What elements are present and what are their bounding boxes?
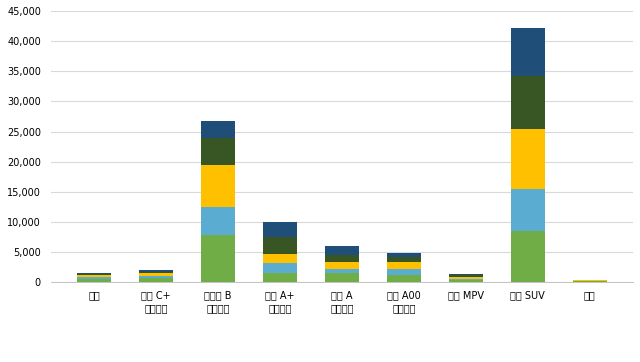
Bar — [77, 277, 111, 279]
Bar — [511, 28, 545, 76]
Bar — [387, 269, 421, 275]
Bar — [449, 279, 483, 280]
Bar — [511, 231, 545, 282]
Bar — [77, 279, 111, 282]
Bar — [325, 245, 359, 254]
Bar — [201, 165, 235, 207]
Bar — [139, 276, 173, 278]
Bar — [263, 237, 297, 254]
Bar — [325, 254, 359, 262]
Bar — [449, 277, 483, 279]
Bar — [325, 273, 359, 282]
Bar — [139, 278, 173, 282]
Bar — [263, 273, 297, 282]
Bar — [139, 272, 173, 273]
Bar — [573, 279, 607, 280]
Bar — [511, 189, 545, 231]
Bar — [511, 129, 545, 189]
Bar — [573, 281, 607, 282]
Bar — [325, 262, 359, 269]
Bar — [201, 138, 235, 165]
Bar — [77, 274, 111, 275]
Bar — [201, 121, 235, 138]
Bar — [263, 263, 297, 273]
Bar — [201, 207, 235, 235]
Bar — [573, 280, 607, 281]
Bar — [139, 270, 173, 272]
Bar — [387, 257, 421, 262]
Bar — [77, 275, 111, 277]
Bar — [449, 275, 483, 277]
Bar — [201, 235, 235, 282]
Bar — [139, 273, 173, 276]
Bar — [325, 269, 359, 273]
Bar — [263, 254, 297, 263]
Bar — [77, 273, 111, 274]
Bar — [449, 274, 483, 275]
Bar — [387, 253, 421, 257]
Bar — [387, 262, 421, 269]
Bar — [449, 280, 483, 282]
Bar — [387, 275, 421, 282]
Bar — [511, 76, 545, 129]
Bar — [263, 222, 297, 237]
